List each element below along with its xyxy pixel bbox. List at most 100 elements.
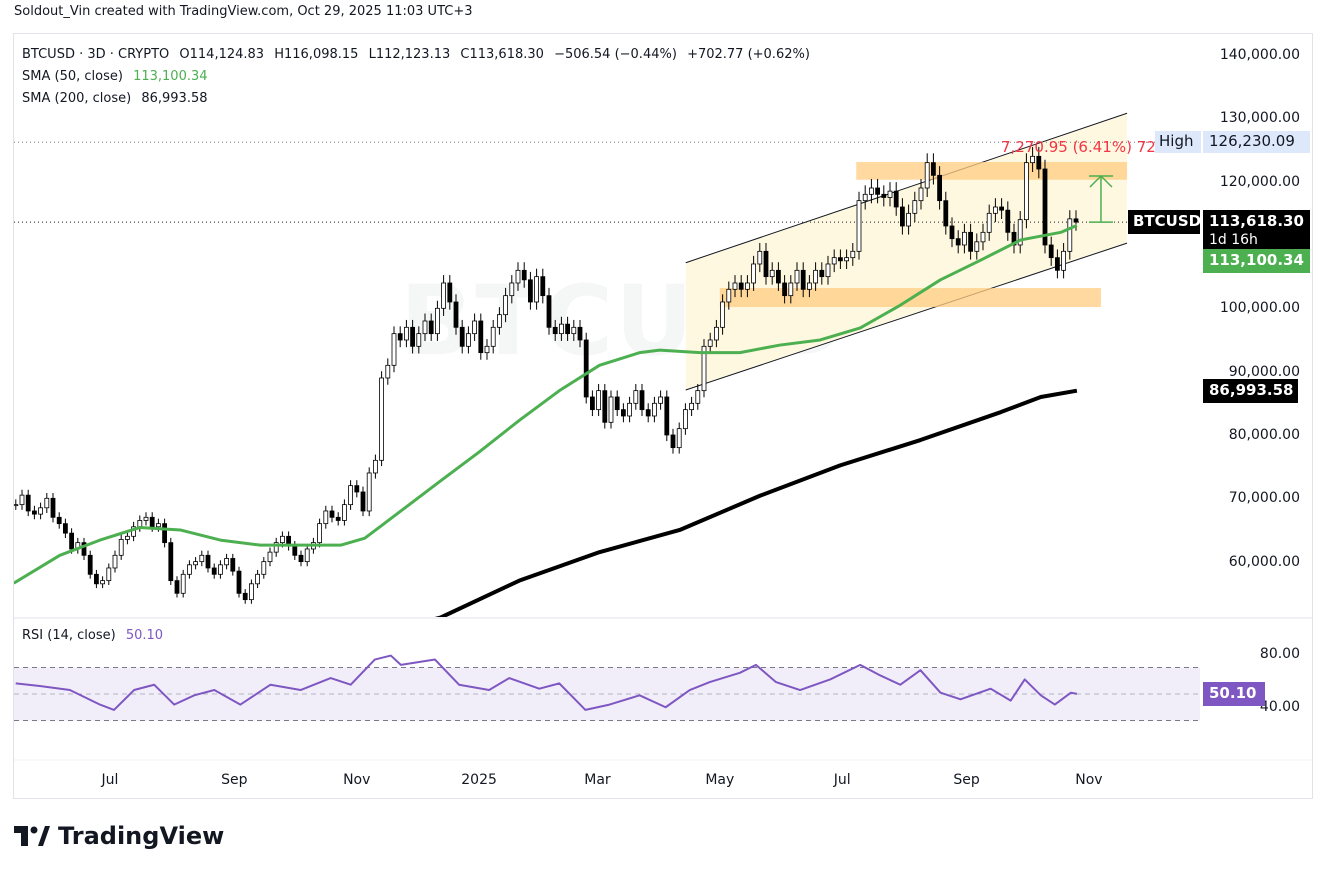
- candle[interactable]: [645, 403, 651, 423]
- candle[interactable]: [670, 428, 676, 454]
- candle[interactable]: [329, 505, 335, 523]
- candle[interactable]: [186, 560, 192, 579]
- candle[interactable]: [168, 537, 174, 585]
- candle[interactable]: [44, 492, 50, 514]
- candle[interactable]: [100, 576, 105, 589]
- candle[interactable]: [317, 518, 323, 548]
- candle[interactable]: [943, 191, 949, 235]
- candle[interactable]: [478, 313, 484, 360]
- candle[interactable]: [1030, 146, 1035, 173]
- candle[interactable]: [794, 262, 800, 291]
- candle[interactable]: [683, 403, 688, 435]
- candle[interactable]: [912, 191, 918, 223]
- candle[interactable]: [800, 262, 806, 298]
- candle[interactable]: [813, 262, 818, 291]
- candle[interactable]: [106, 563, 112, 585]
- candle[interactable]: [676, 422, 682, 454]
- candle[interactable]: [242, 589, 248, 604]
- candle[interactable]: [410, 319, 416, 354]
- candle[interactable]: [341, 499, 347, 526]
- candle[interactable]: [596, 384, 601, 417]
- candle[interactable]: [348, 480, 354, 510]
- candle[interactable]: [639, 384, 645, 417]
- candle[interactable]: [298, 550, 304, 567]
- candle[interactable]: [1036, 146, 1042, 179]
- candle[interactable]: [1005, 201, 1011, 241]
- candle[interactable]: [974, 233, 980, 260]
- candle[interactable]: [447, 275, 453, 310]
- candle[interactable]: [397, 326, 403, 348]
- candle[interactable]: [807, 275, 812, 298]
- candle[interactable]: [379, 371, 385, 467]
- candle[interactable]: [900, 198, 905, 235]
- candle[interactable]: [193, 557, 199, 570]
- candle[interactable]: [856, 191, 862, 260]
- candle[interactable]: [428, 313, 434, 341]
- candle[interactable]: [726, 281, 732, 310]
- candle[interactable]: [453, 294, 459, 335]
- candle[interactable]: [496, 307, 502, 335]
- candle[interactable]: [199, 550, 205, 567]
- candle[interactable]: [503, 287, 509, 323]
- candle[interactable]: [143, 512, 149, 526]
- candle[interactable]: [118, 534, 124, 560]
- symbol-info[interactable]: BTCUSD · 3D · CRYPTO: [22, 47, 170, 62]
- candle[interactable]: [19, 489, 25, 510]
- candle[interactable]: [255, 569, 261, 589]
- candle[interactable]: [112, 550, 118, 573]
- candle[interactable]: [838, 249, 843, 269]
- candle[interactable]: [230, 553, 236, 576]
- resistance-zone[interactable]: [856, 162, 1128, 180]
- candle[interactable]: [224, 553, 230, 570]
- candle[interactable]: [540, 268, 546, 304]
- sma50-line[interactable]: [14, 223, 1078, 585]
- candle[interactable]: [986, 204, 992, 241]
- candle[interactable]: [881, 185, 887, 207]
- candle[interactable]: [286, 531, 292, 551]
- candle[interactable]: [831, 249, 837, 273]
- candle[interactable]: [1067, 210, 1073, 260]
- candle[interactable]: [87, 550, 93, 579]
- rsi-legend[interactable]: RSI (14, close) 50.10: [22, 628, 163, 643]
- candle[interactable]: [869, 178, 874, 204]
- candle[interactable]: [38, 502, 43, 520]
- channel-lower-line[interactable]: [685, 242, 1128, 391]
- sma200-legend[interactable]: SMA (200, close) 86,993.58: [22, 88, 810, 110]
- candle[interactable]: [552, 319, 558, 341]
- candle[interactable]: [887, 182, 893, 207]
- sma200-line[interactable]: [401, 388, 1078, 628]
- candle[interactable]: [162, 518, 168, 548]
- candle[interactable]: [862, 185, 868, 210]
- candle[interactable]: [918, 178, 924, 210]
- candle[interactable]: [621, 403, 626, 423]
- candle[interactable]: [248, 579, 254, 604]
- candle[interactable]: [757, 243, 763, 273]
- candle[interactable]: [999, 198, 1004, 219]
- candle[interactable]: [782, 275, 787, 304]
- candle[interactable]: [763, 243, 769, 285]
- channel-upper-line[interactable]: [685, 112, 1128, 264]
- candle[interactable]: [515, 262, 521, 291]
- candle[interactable]: [63, 518, 68, 539]
- candle[interactable]: [261, 557, 267, 579]
- candle[interactable]: [1042, 159, 1048, 254]
- candle[interactable]: [559, 316, 564, 341]
- candle[interactable]: [707, 332, 713, 354]
- sma50-legend[interactable]: SMA (50, close) 113,100.34: [22, 66, 810, 88]
- candle[interactable]: [732, 275, 738, 298]
- candle[interactable]: [931, 153, 936, 185]
- candle[interactable]: [391, 326, 397, 373]
- candle[interactable]: [955, 230, 961, 254]
- candle[interactable]: [360, 486, 366, 517]
- candle[interactable]: [366, 467, 372, 517]
- candle[interactable]: [534, 268, 539, 310]
- candle[interactable]: [701, 339, 707, 398]
- candle[interactable]: [906, 204, 911, 235]
- candle[interactable]: [875, 178, 880, 204]
- candle[interactable]: [267, 547, 273, 567]
- candle[interactable]: [738, 275, 744, 298]
- candle[interactable]: [962, 223, 967, 254]
- candle[interactable]: [608, 390, 614, 429]
- candle[interactable]: [689, 396, 694, 417]
